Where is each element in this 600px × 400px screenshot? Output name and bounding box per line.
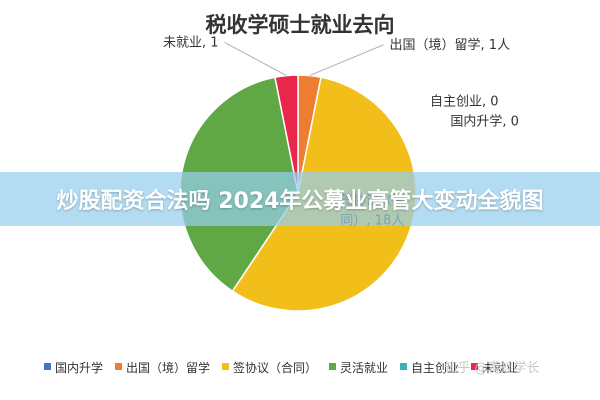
legend-item-1: 国内升学 xyxy=(44,360,103,375)
legend-swatch-6 xyxy=(471,363,478,370)
legend-label-5: 自主创业 xyxy=(411,361,459,375)
watermark: 知乎 @青蛙学长 xyxy=(444,360,539,376)
banner-text: 炒股配资合法吗 2024年公募业高管大变动全貌图 xyxy=(56,189,544,214)
legend-item-4: 灵活就业 xyxy=(329,361,388,375)
legend-swatch-2 xyxy=(115,363,122,370)
legend-label-4: 灵活就业 xyxy=(340,361,388,375)
data-label-5: 自主创业, 0 xyxy=(430,94,499,109)
legend-item-3: 签协议（合同） xyxy=(222,360,317,375)
data-label-1: 国内升学, 0 xyxy=(450,114,519,130)
legend: 国内升学 出国（境）留学 签协议（合同） 灵活就业 自主创业 未就业 xyxy=(44,360,518,375)
legend-swatch-1 xyxy=(44,363,51,370)
legend-item-5: 自主创业 xyxy=(400,361,459,375)
legend-label-6: 未就业 xyxy=(482,361,518,375)
data-label-2: 出国（境）留学, 1人 xyxy=(390,37,511,53)
legend-item-6: 未就业 xyxy=(471,361,518,375)
legend-label-1: 国内升学 xyxy=(55,360,103,375)
chart-title: 税收学硕士就业去向 xyxy=(206,13,395,37)
legend-item-2: 出国（境）留学 xyxy=(115,360,210,375)
legend-label-2: 出国（境）留学 xyxy=(126,360,210,375)
leader-line-2 xyxy=(309,44,384,77)
legend-swatch-3 xyxy=(222,363,229,370)
legend-swatch-5 xyxy=(400,363,407,370)
data-label-6: 未就业, 1 xyxy=(163,35,219,50)
legend-swatch-4 xyxy=(329,363,336,370)
leader-line-6 xyxy=(224,41,287,77)
legend-label-3: 签协议（合同） xyxy=(233,360,317,375)
overlay-banner: 炒股配资合法吗 2024年公募业高管大变动全貌图 xyxy=(0,172,600,226)
